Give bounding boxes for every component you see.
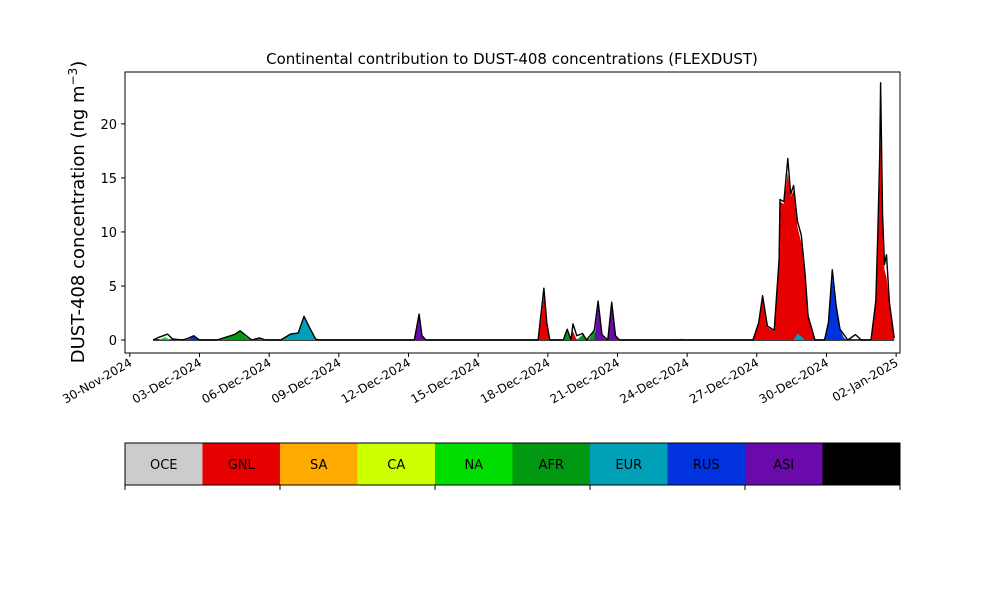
colorbar-label-rus: RUS (693, 458, 720, 473)
plot-area (152, 82, 895, 341)
x-tick-label: 15-Dec-2024 (408, 355, 482, 406)
colorbar-frame (124, 442, 901, 486)
colorbar-label-eur: EUR (615, 458, 642, 473)
colorbar-label-gnl: GNL (228, 458, 256, 473)
colorbar-label-aus: AUS (848, 458, 875, 473)
colorbar-swatch-eur (590, 443, 668, 485)
y-tick-label: 5 (109, 280, 117, 295)
x-tick-label: 21-Dec-2024 (548, 355, 622, 406)
y-axis-label-close: ) (68, 61, 89, 68)
colorbar-label-ca: CA (387, 458, 405, 473)
y-tick-label: 20 (100, 118, 117, 133)
x-tick-label: 03-Dec-2024 (130, 355, 204, 406)
colorbar-swatch-asi (745, 443, 823, 485)
x-tick-label: 09-Dec-2024 (269, 355, 343, 406)
x-tick-label: 06-Dec-2024 (199, 355, 273, 406)
y-axis-label: DUST-408 concentration (ng m−3) (66, 61, 89, 364)
area-gnl (161, 134, 895, 340)
y-tick-label: 15 (100, 172, 117, 187)
area-rus (187, 277, 848, 340)
x-axis: 30-Nov-202403-Dec-202406-Dec-202409-Dec-… (60, 353, 901, 406)
colorbar-swatch-na (435, 443, 513, 485)
colorbar-label-oce: OCE (150, 458, 178, 473)
total-outline (152, 82, 895, 341)
plot-frame (124, 71, 901, 354)
colorbar-swatch-afr (512, 443, 590, 485)
colorbar-swatch-ca (357, 443, 435, 485)
x-tick-label: 30-Dec-2024 (757, 355, 831, 406)
x-tick-label: 27-Dec-2024 (687, 355, 761, 406)
colorbar-label-sa: SA (310, 458, 327, 473)
chart-title: Continental contribution to DUST-408 con… (266, 50, 758, 68)
y-axis: 0 5 10 15 20 (100, 118, 125, 349)
colorbar-swatch-sa (280, 443, 358, 485)
x-tick-label: 18-Dec-2024 (478, 355, 552, 406)
continent-colorbar: OCE GNL SA CA NA AFR EUR RUS ASI AUS (124, 442, 901, 490)
colorbar-swatch-aus (822, 443, 900, 485)
colorbar-label-na: NA (464, 458, 483, 473)
colorbar-swatch-oce (125, 443, 203, 485)
colorbar-label-asi: ASI (773, 458, 794, 473)
area-asi (414, 303, 620, 340)
colorbar-swatch-rus (667, 443, 745, 485)
x-tick-label: 12-Dec-2024 (339, 355, 413, 406)
y-axis-label-main: DUST-408 concentration (ng m (68, 85, 89, 363)
y-tick-label: 10 (100, 226, 117, 241)
y-axis-label-sup: −3 (66, 68, 80, 86)
colorbar-label-afr: AFR (539, 458, 564, 473)
x-tick-label: 24-Dec-2024 (617, 355, 691, 406)
x-tick-label: 02-Jan-2025 (830, 355, 901, 404)
colorbar-swatch-gnl (202, 443, 280, 485)
y-tick-label: 0 (109, 334, 117, 349)
